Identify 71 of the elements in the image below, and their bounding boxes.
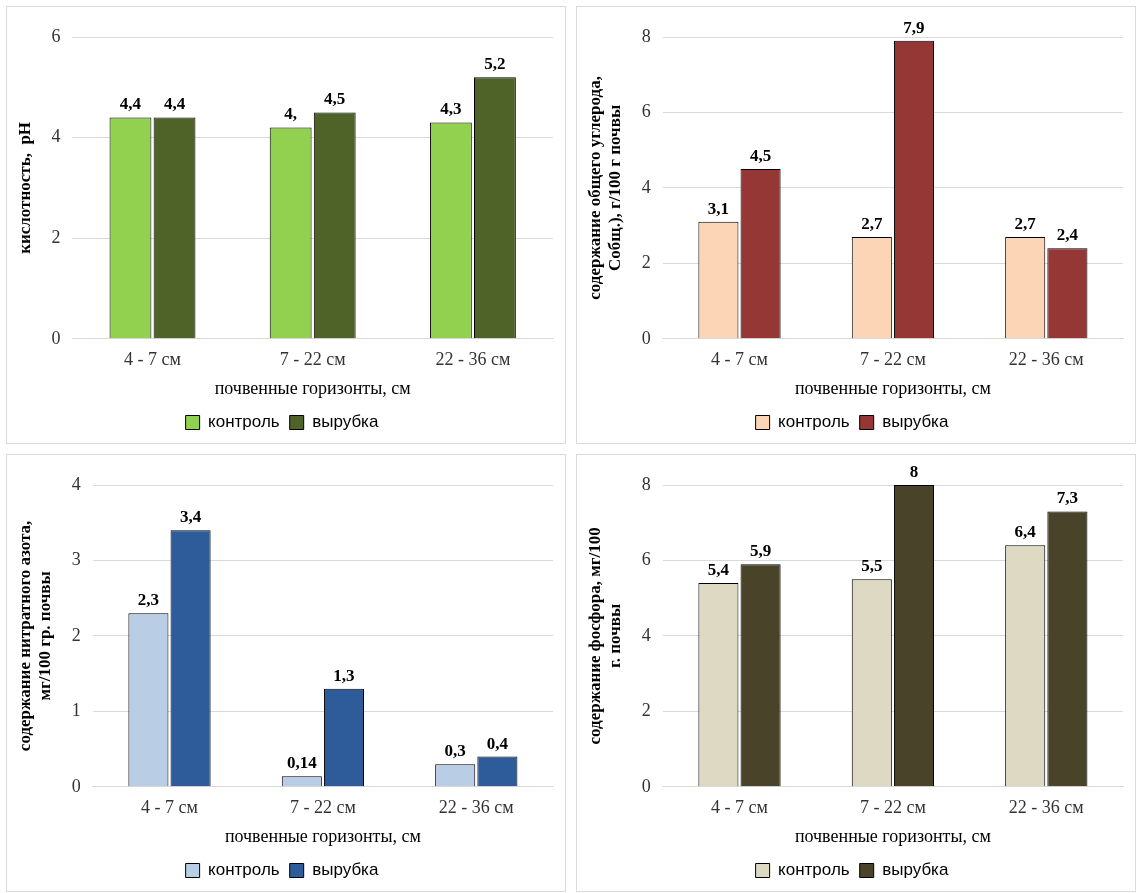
y-tick-label: 3 [71, 549, 81, 570]
legend-label: вырубка [882, 412, 949, 432]
x-tick-label: 22 - 36 см [435, 349, 511, 370]
legend-label: вырубка [882, 860, 949, 880]
y-axis-title: содержание нитратного азота, мг/100 гр. почвы [14, 520, 54, 752]
data-label: 0,3 [444, 741, 466, 761]
y-tick-label: 4 [71, 473, 81, 494]
y-tick-label: 0 [641, 327, 651, 348]
x-axis-title: почвенные горизонты, см [224, 825, 421, 846]
legend-label: контроль [778, 860, 850, 880]
x-tick-label: 4 - 7 см [711, 349, 768, 370]
data-label: 4,5 [324, 89, 346, 109]
y-tick-label: 4 [51, 126, 61, 147]
data-label: 0,14 [286, 753, 318, 773]
y-axis-title: кислотность, pH [14, 121, 34, 254]
x-tick-label: 7 - 22 см [859, 349, 926, 370]
x-tick-label: 7 - 22 см [279, 349, 346, 370]
data-label: 1,3 [333, 665, 355, 685]
data-label: 4,4 [163, 94, 186, 114]
x-tick-label: 7 - 22 см [859, 797, 926, 818]
y-tick-label: 0 [71, 775, 81, 796]
y-tick-label: 4 [641, 624, 651, 645]
x-tick-label: 22 - 36 см [1008, 349, 1084, 370]
data-label: 8 [909, 461, 919, 481]
x-tick-label: 4 - 7 см [711, 797, 768, 818]
x-tick-label: 4 - 7 см [141, 797, 198, 818]
data-label: 4,3 [440, 99, 462, 119]
legend-label: контроль [208, 860, 280, 880]
x-tick-label: 22 - 36 см [438, 797, 514, 818]
data-label: 5,4 [707, 559, 730, 579]
y-axis-title: содержание общего углерода, Cобщ.), г/100 г почвы [584, 76, 624, 300]
data-label: 4,5 [749, 145, 772, 165]
y-tick-label: 0 [51, 327, 61, 348]
data-label: 5,2 [484, 54, 506, 74]
legend-label: вырубка [312, 860, 379, 880]
y-axis-title: содержание фосфора, мг/100 г. почвы [584, 527, 624, 745]
data-label: 7,3 [1056, 488, 1079, 508]
data-label: 5,9 [749, 541, 772, 561]
data-label: 4, [284, 104, 298, 124]
data-label: 0,4 [486, 733, 509, 753]
legend-label: вырубка [312, 412, 379, 432]
legend-label: контроль [778, 412, 850, 432]
y-tick-label: 2 [641, 252, 651, 273]
y-tick-label: 2 [641, 700, 651, 721]
x-tick-label: 7 - 22 см [289, 797, 356, 818]
data-label: 2,4 [1056, 225, 1079, 245]
x-axis-title: почвенные горизонты, см [794, 377, 991, 398]
data-label: 6,4 [1014, 522, 1037, 542]
y-tick-label: 4 [641, 176, 651, 197]
x-tick-label: 22 - 36 см [1008, 797, 1084, 818]
x-tick-label: 4 - 7 см [124, 349, 181, 370]
y-tick-label: 6 [641, 101, 651, 122]
data-label: 3,4 [179, 507, 202, 527]
data-label: 2,7 [1014, 213, 1037, 233]
y-tick-label: 1 [71, 700, 81, 721]
data-label: 2,3 [137, 590, 160, 610]
y-tick-label: 6 [51, 25, 61, 46]
y-tick-label: 8 [641, 473, 651, 494]
legend-label: контроль [208, 412, 280, 432]
data-label: 5,5 [861, 556, 883, 576]
data-label: 7,9 [903, 17, 925, 37]
y-tick-label: 0 [641, 775, 651, 796]
data-label: 2,7 [861, 213, 883, 233]
data-label: 3,1 [707, 198, 730, 218]
y-tick-label: 2 [71, 624, 81, 645]
y-tick-label: 2 [51, 226, 61, 247]
x-axis-title: почвенные горизонты, см [794, 825, 991, 846]
x-axis-title: почвенные горизонты, см [214, 377, 411, 398]
y-tick-label: 8 [641, 25, 651, 46]
data-label: 4,4 [119, 94, 142, 114]
y-tick-label: 6 [641, 549, 651, 570]
